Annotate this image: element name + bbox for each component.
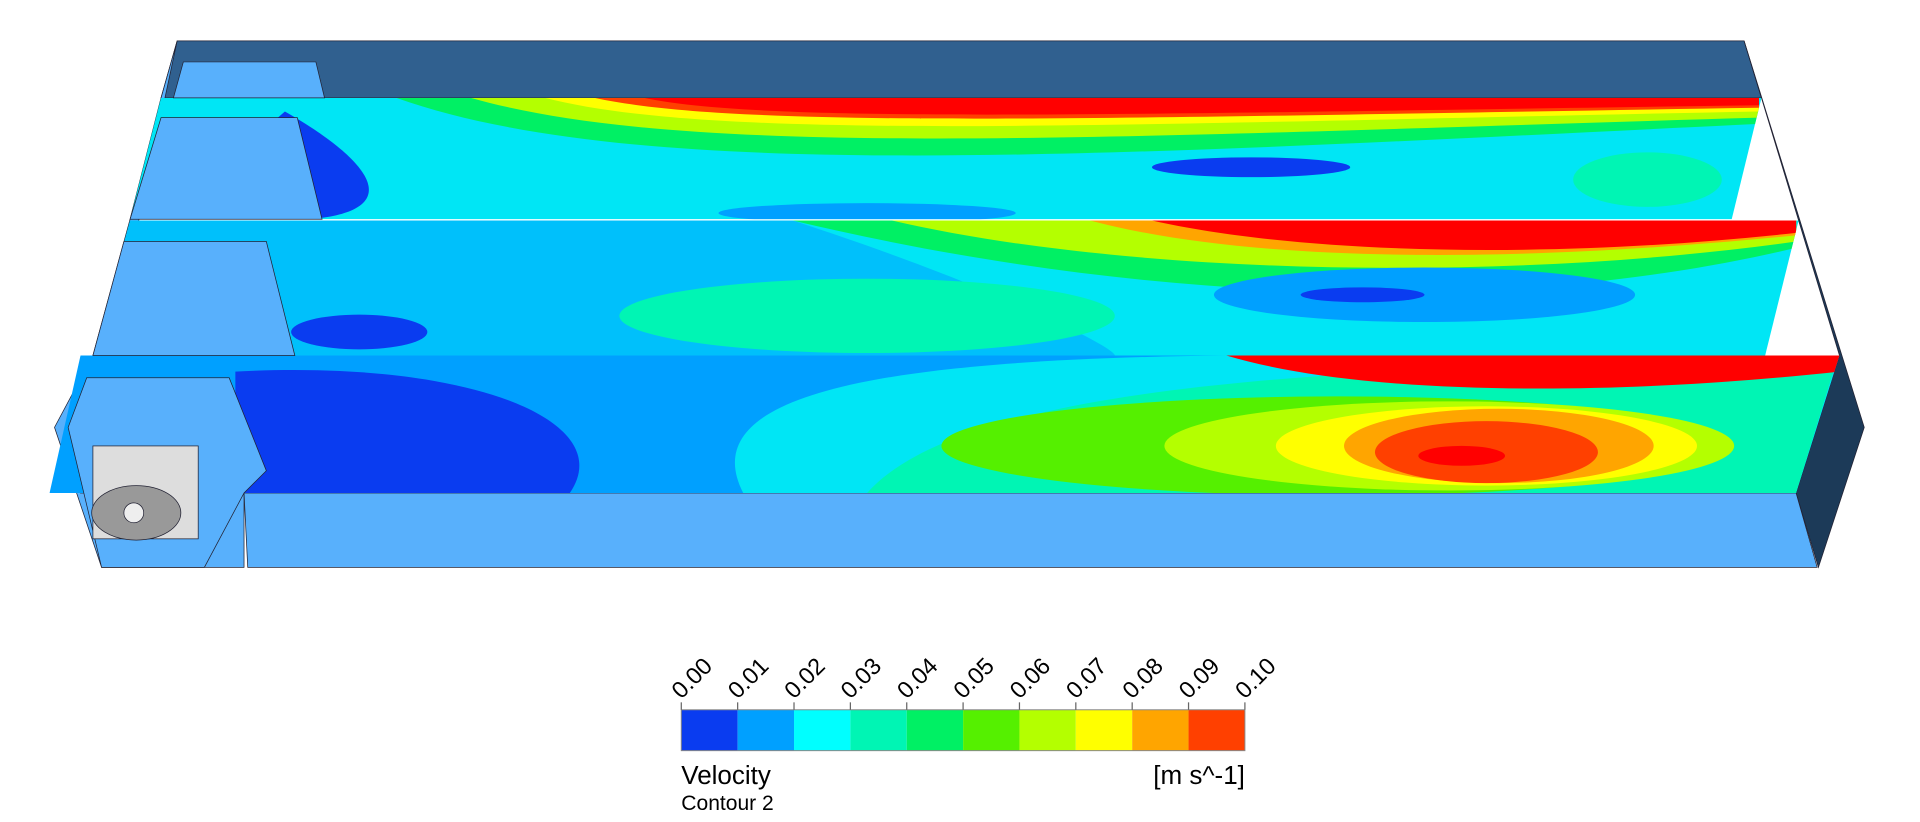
slice-middle	[92, 220, 1799, 356]
colorbar-band	[794, 709, 851, 751]
slice-top	[130, 97, 1762, 220]
colorbar-tick-label: 0.05	[948, 653, 999, 704]
colorbar-band	[1132, 709, 1189, 751]
colorbar-title: Velocity	[681, 760, 771, 790]
colorbar-tick-label: 0.00	[666, 653, 717, 704]
colorbar: Velocity Contour 2 [m s^-1] 0.00 0.01 0.02…	[666, 653, 1280, 815]
colorbar-unit: [m s^-1]	[1153, 760, 1245, 790]
colorbar-band	[850, 709, 907, 751]
slice-bottom	[49, 355, 1840, 494]
colorbar-band	[1188, 709, 1245, 751]
colorbar-tick-label: 0.10	[1230, 653, 1281, 704]
colorbar-tick-label: 0.01	[723, 653, 774, 704]
inlet-blocks	[67, 61, 326, 568]
colorbar-tick-label: 0.08	[1117, 653, 1168, 704]
colorbar-band	[963, 709, 1020, 751]
colorbar-tick-label: 0.03	[836, 653, 887, 704]
colorbar-band	[1019, 709, 1076, 751]
colorbar-band	[1075, 709, 1133, 751]
colorbar-subtitle: Contour 2	[681, 792, 773, 815]
colorbar-band	[906, 709, 964, 751]
colorbar-tick-label: 0.02	[779, 653, 830, 704]
colorbar-tick-label: 0.07	[1061, 653, 1112, 704]
colorbar-tick-label: 0.04	[892, 653, 943, 704]
colorbar-band	[737, 709, 795, 751]
colorbar-band	[681, 709, 738, 751]
colorbar-tick-label: 0.06	[1005, 653, 1056, 704]
colorbar-tick-label: 0.09	[1174, 653, 1225, 704]
